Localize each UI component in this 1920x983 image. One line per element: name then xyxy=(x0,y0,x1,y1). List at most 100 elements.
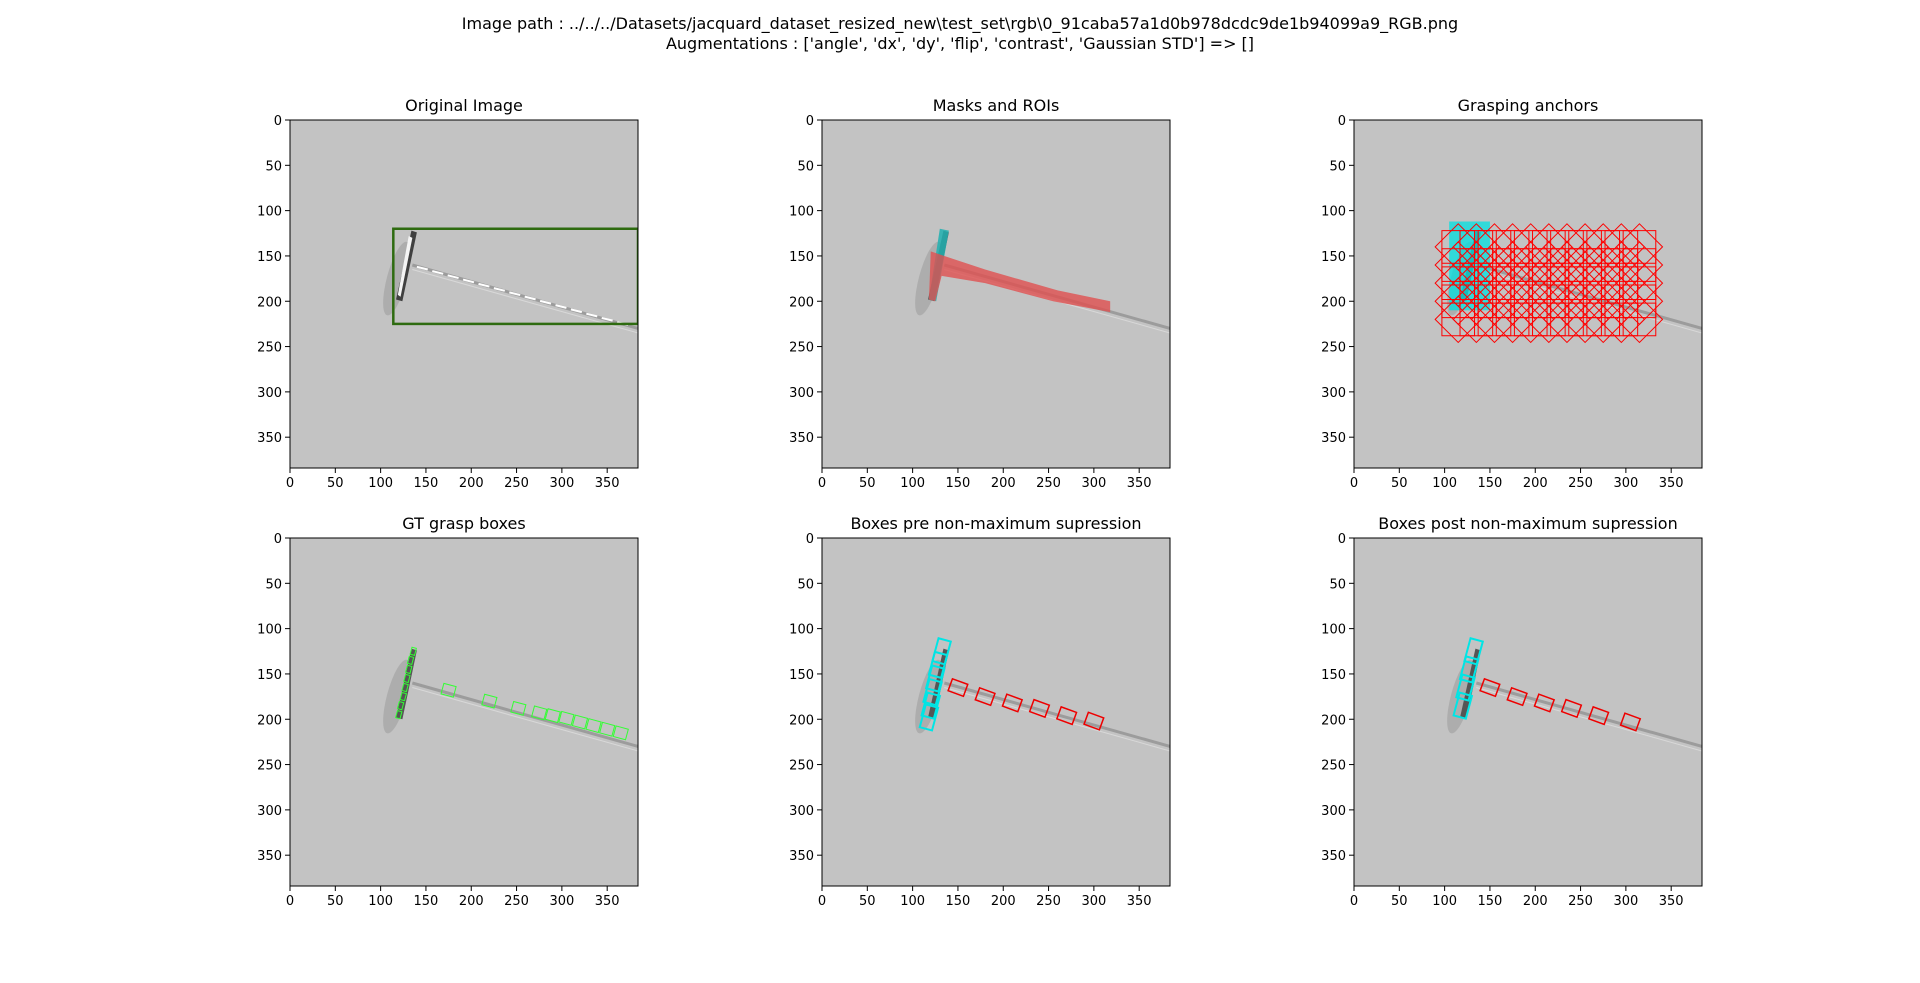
y-tick-label: 50 xyxy=(797,577,814,592)
y-tick-label: 0 xyxy=(274,114,282,129)
x-tick-label: 0 xyxy=(818,476,826,491)
y-tick-label: 250 xyxy=(789,759,814,774)
anchor-box xyxy=(1525,295,1573,344)
blade-streak xyxy=(555,304,567,309)
y-tick-label: 200 xyxy=(1321,713,1346,728)
x-tick-label: 100 xyxy=(900,894,925,909)
pred-cyan-box xyxy=(1458,655,1480,684)
pred-red-box xyxy=(1560,698,1583,719)
gt-box xyxy=(558,710,575,726)
anchor-box xyxy=(1506,295,1555,344)
x-tick-label: 100 xyxy=(1432,894,1457,909)
gt-box xyxy=(406,655,415,666)
x-tick-label: 350 xyxy=(595,894,620,909)
x-tick-label: 0 xyxy=(818,894,826,909)
panel-original: Original Image 0 50 100 150 200 250 300 350 0 50 10… xyxy=(257,96,639,491)
anchor-box xyxy=(1488,295,1537,344)
anchor-box xyxy=(1615,223,1664,271)
anchor-box xyxy=(1597,295,1646,344)
pred-cyan-box xyxy=(922,677,943,707)
y-tick-label: 0 xyxy=(1338,114,1346,129)
gt-box xyxy=(481,693,498,709)
gt-box xyxy=(571,714,589,730)
y-tick-label: 150 xyxy=(257,250,282,265)
y-tick-label: 250 xyxy=(1321,759,1346,774)
y-tick-label: 350 xyxy=(257,431,282,446)
anchor-box xyxy=(1452,295,1501,344)
x-tick-label: 200 xyxy=(1523,476,1548,491)
y-tick-label: 100 xyxy=(1321,623,1346,638)
x-tick-label: 50 xyxy=(1391,476,1408,491)
x-tick-label: 350 xyxy=(595,476,620,491)
tool-blade-highlight xyxy=(412,269,638,334)
gt-box xyxy=(399,691,408,702)
y-tick-label: 300 xyxy=(257,804,282,819)
blade-streak xyxy=(462,278,475,284)
x-tick-label: 200 xyxy=(459,894,484,909)
axes-frame xyxy=(289,537,639,887)
tool-handle-highlight xyxy=(397,236,413,297)
anchor-box xyxy=(1615,241,1664,289)
x-tick-label: 50 xyxy=(327,894,344,909)
y-tick-label: 0 xyxy=(274,532,282,547)
roi-box xyxy=(392,227,638,326)
panel-image xyxy=(1354,120,1702,468)
anchor-box xyxy=(1622,302,1657,337)
y-tick-label: 0 xyxy=(806,532,814,547)
blade-streak xyxy=(539,299,552,305)
x-tick-label: 350 xyxy=(1659,894,1684,909)
panel-title: Grasping anchors xyxy=(1458,96,1599,115)
y-tick-label: 350 xyxy=(1321,849,1346,864)
panel-image xyxy=(290,538,638,886)
pred-red-box xyxy=(947,677,969,698)
y-tick-label: 150 xyxy=(1321,250,1346,265)
y-tick-label: 350 xyxy=(257,849,282,864)
anchor-box xyxy=(1470,295,1519,344)
panel-masks: Masks and ROIs 0 50 100 150 200 250 300 350 0 50 10… xyxy=(789,96,1171,491)
y-tick-label: 50 xyxy=(265,159,282,174)
y-tick-label: 200 xyxy=(789,713,814,728)
pred-red-box xyxy=(1619,712,1642,732)
y-tick-label: 100 xyxy=(257,205,282,220)
y-tick-label: 0 xyxy=(1338,532,1346,547)
x-tick-label: 100 xyxy=(900,476,925,491)
y-tick-label: 50 xyxy=(1329,577,1346,592)
x-tick-label: 350 xyxy=(1127,894,1152,909)
y-tick-label: 150 xyxy=(789,250,814,265)
y-tick-label: 50 xyxy=(1329,159,1346,174)
pred-red-box xyxy=(1479,677,1501,698)
panel-image xyxy=(1354,538,1702,886)
x-tick-label: 50 xyxy=(859,894,876,909)
y-tick-label: 150 xyxy=(789,668,814,683)
x-tick-label: 350 xyxy=(1659,476,1684,491)
x-tick-label: 300 xyxy=(1081,894,1106,909)
panel-post_nms: Boxes post non-maximum supression 0 50 100 1… xyxy=(1321,514,1703,909)
pred-cyan-box xyxy=(920,691,942,720)
panel-title: Masks and ROIs xyxy=(933,96,1060,115)
x-tick-label: 350 xyxy=(1127,476,1152,491)
pred-cyan-box xyxy=(1455,673,1476,702)
image-path-line: Image path : ../../../Datasets/jacquard_… xyxy=(461,14,1459,33)
y-tick-label: 200 xyxy=(1321,295,1346,310)
panel-image xyxy=(822,538,1170,886)
y-tick-label: 250 xyxy=(789,341,814,356)
gt-box xyxy=(612,725,629,741)
pred-red-box xyxy=(1001,693,1024,713)
pred-red-box xyxy=(1055,705,1078,726)
image-background xyxy=(290,120,638,468)
x-tick-label: 100 xyxy=(368,894,393,909)
gt-box xyxy=(404,664,413,675)
x-tick-label: 50 xyxy=(1391,894,1408,909)
x-tick-label: 300 xyxy=(549,894,574,909)
pred-red-box xyxy=(1506,686,1528,707)
anchor-box xyxy=(1543,295,1591,344)
y-tick-label: 100 xyxy=(257,623,282,638)
x-tick-label: 0 xyxy=(286,476,294,491)
x-tick-label: 50 xyxy=(327,476,344,491)
blade-streak xyxy=(586,312,598,318)
gt-box xyxy=(440,682,457,698)
x-tick-label: 250 xyxy=(1036,894,1061,909)
gt-box xyxy=(396,700,405,711)
tool-blade xyxy=(1475,681,1702,748)
y-tick-label: 350 xyxy=(789,431,814,446)
